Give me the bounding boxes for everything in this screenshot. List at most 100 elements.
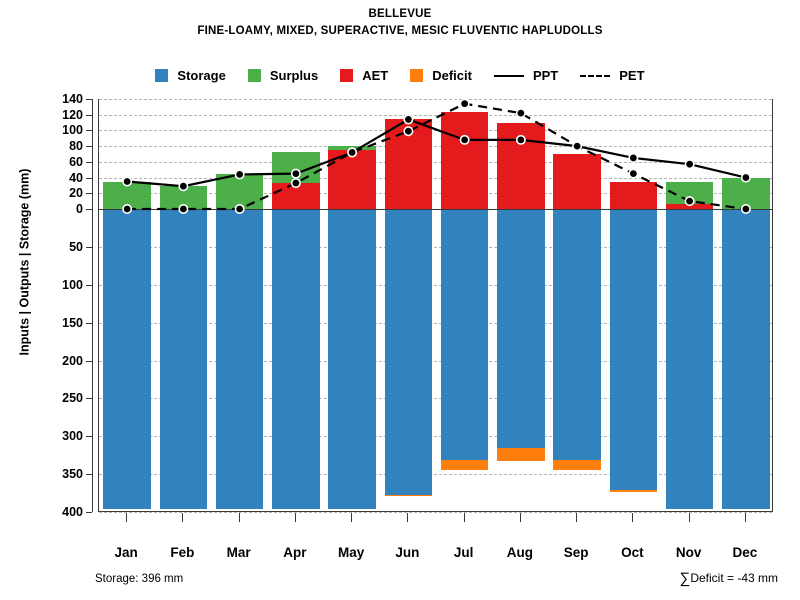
gridline-upper-60 (99, 161, 772, 163)
y-tick-label-20: 20 (69, 186, 83, 201)
y-tick-mark-100 (86, 284, 92, 286)
x-tick-label-jan: Jan (114, 545, 138, 560)
y-tick-mark-300 (86, 436, 92, 438)
bar-storage-may (328, 209, 376, 509)
y-tick-mark-60 (86, 161, 92, 163)
y-tick-label-100: 100 (62, 123, 83, 138)
x-tick-label-jul: Jul (453, 545, 474, 560)
bar-surplus-dec (722, 177, 770, 209)
x-tick-mark-mar (238, 513, 240, 522)
gridline-upper-80 (99, 146, 772, 148)
y-tick-label-0: 0 (76, 202, 83, 216)
y-tick-label-120: 120 (62, 107, 83, 122)
deficit-sum-note: ∑Deficit = -43 mm (680, 570, 778, 587)
x-tick-mark-apr (294, 513, 296, 522)
bar-surplus-apr (272, 152, 320, 184)
bar-storage-dec (722, 209, 770, 509)
bar-surplus-mar (215, 174, 264, 209)
y-tick-mark-20 (86, 193, 92, 195)
x-tick-mark-feb (182, 513, 184, 522)
y-axis-label: Inputs | Outputs | Storage (mm) (17, 168, 32, 356)
bar-aet-sep (553, 154, 601, 209)
legend-label: Surplus (269, 68, 319, 83)
storage-note: Storage: 396 mm (95, 573, 184, 585)
bar-storage-jul (440, 209, 489, 471)
legend-label: PPT (532, 68, 559, 83)
y-tick-mark-140 (86, 99, 92, 100)
legend-item-deficit[interactable]: Deficit (410, 68, 472, 83)
y-tick-label-150: 150 (62, 315, 83, 330)
bar-aet-apr (272, 183, 320, 209)
y-tick-label-250: 250 (62, 391, 83, 406)
y-tick-label-350: 350 (62, 467, 83, 482)
bar-storage-jun (384, 209, 433, 497)
bar-aet-oct (609, 181, 658, 209)
x-tick-label-mar: Mar (226, 545, 251, 560)
x-tick-mark-oct (632, 513, 634, 522)
gridline-upper-40 (99, 177, 772, 179)
y-tick-label-80: 80 (69, 139, 83, 154)
legend-label: AET (362, 68, 389, 83)
bar-storage-jan (103, 209, 151, 509)
legend-label: Deficit (432, 68, 472, 83)
bar-surplus-jan (103, 181, 151, 209)
legend-label: PET (619, 68, 645, 83)
bar-deficit-sep (553, 459, 601, 470)
y-tick-mark-250 (86, 398, 92, 400)
bar-storage-feb (159, 209, 208, 509)
legend-item-ppt[interactable]: PPT (493, 68, 559, 83)
bar-deficit-aug (497, 447, 545, 462)
x-tick-label-sep: Sep (563, 545, 589, 560)
zero-axis-line (99, 209, 772, 210)
legend-item-surplus[interactable]: Surplus (247, 68, 319, 83)
chart-title-line-1: BELLEVUE (368, 8, 432, 20)
gridline-lower-50 (99, 246, 772, 248)
aet-swatch (340, 69, 354, 82)
x-tick-label-apr: Apr (283, 545, 307, 560)
bar-deficit-oct (609, 490, 658, 493)
deficit-sum-text: Deficit = -43 mm (690, 571, 778, 585)
gridline-upper-140 (99, 99, 772, 100)
chart-title-block: BELLEVUE FINE-LOAMY, MIXED, SUPERACTIVE,… (0, 6, 800, 40)
y-tick-label-40: 40 (69, 170, 83, 185)
gridline-upper-100 (99, 130, 772, 132)
bar-storage-aug (497, 209, 545, 462)
x-tick-label-oct: Oct (621, 545, 644, 560)
legend-item-pet[interactable]: PET (580, 68, 645, 83)
legend-item-storage[interactable]: Storage (155, 68, 226, 83)
y-tick-label-100: 100 (62, 277, 83, 292)
y-tick-label-50: 50 (69, 239, 83, 254)
bar-storage-sep (553, 209, 601, 470)
bar-deficit-jun (384, 494, 433, 497)
x-tick-label-feb: Feb (170, 545, 195, 560)
x-tick-mark-jan (126, 513, 128, 522)
y-tick-mark-350 (86, 474, 92, 476)
bar-deficit-jul (440, 460, 489, 471)
x-tick-label-nov: Nov (675, 545, 702, 560)
deficit-swatch (410, 69, 424, 82)
bar-storage-oct (609, 209, 658, 493)
x-tick-mark-dec (744, 513, 746, 522)
x-tick-mark-jun (407, 513, 409, 522)
gridline-upper-120 (99, 114, 772, 116)
y-tick-mark-150 (86, 322, 92, 324)
y-axis-spine (92, 99, 93, 512)
gridline-lower-400 (99, 512, 772, 513)
x-tick-label-aug: Aug (506, 545, 533, 560)
x-tick-label-jun: Jun (395, 545, 420, 560)
gridline-lower-300 (99, 436, 772, 438)
bar-storage-apr (272, 209, 320, 509)
legend-item-aet[interactable]: AET (340, 68, 388, 83)
sigma-symbol: ∑ (679, 570, 691, 587)
x-tick-mark-may (351, 513, 353, 522)
bar-aet-aug (497, 122, 545, 209)
bar-storage-mar (215, 209, 264, 509)
legend-label: Storage (177, 68, 226, 83)
y-tick-label-200: 200 (62, 353, 83, 368)
y-tick-mark-0 (86, 209, 92, 210)
gridline-lower-100 (99, 284, 772, 286)
bar-surplus-may (328, 146, 376, 151)
y-tick-label-60: 60 (69, 154, 83, 169)
y-tick-label-140: 140 (62, 92, 83, 106)
bar-surplus-nov (665, 182, 714, 205)
